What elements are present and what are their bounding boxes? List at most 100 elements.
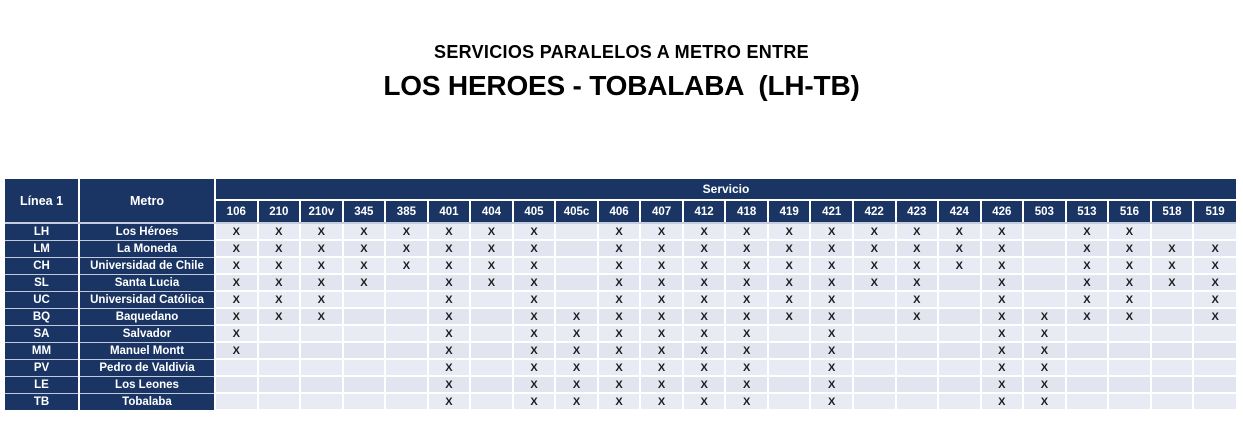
service-mark-cell: X (512, 257, 557, 275)
service-mark-cell: X (852, 240, 897, 258)
service-mark-cell: X (555, 393, 599, 411)
service-mark-cell (1065, 325, 1110, 343)
station-code: SA (5, 325, 80, 343)
service-mark-cell (852, 291, 897, 309)
service-column-header-210v: 210v (300, 200, 344, 224)
service-mark-cell (1150, 359, 1195, 377)
service-mark-cell: X (895, 223, 940, 241)
service-mark-cell: X (725, 308, 769, 326)
station-code: MM (5, 342, 80, 360)
service-mark-cell: X (640, 393, 684, 411)
service-column-header-406: 406 (597, 200, 642, 224)
service-mark-cell: X (342, 257, 387, 275)
service-mark-cell: X (725, 376, 769, 394)
service-mark-cell: X (810, 342, 854, 360)
service-mark-cell: X (682, 393, 727, 411)
service-mark-cell: X (725, 359, 769, 377)
service-mark-cell: X (980, 240, 1025, 258)
service-column-header-423: 423 (895, 200, 940, 224)
service-mark-cell: X (852, 274, 897, 292)
service-mark-cell: X (215, 240, 259, 258)
service-mark-cell (1065, 393, 1110, 411)
service-mark-cell: X (810, 308, 854, 326)
service-mark-cell (555, 257, 599, 275)
service-mark-cell (1193, 342, 1236, 360)
station-code: CH (5, 257, 80, 275)
service-mark-cell: X (597, 376, 642, 394)
service-mark-cell: X (895, 308, 940, 326)
service-mark-cell: X (767, 291, 812, 309)
service-mark-cell (938, 291, 982, 309)
service-mark-cell: X (1108, 240, 1152, 258)
service-mark-cell: X (682, 359, 727, 377)
service-mark-cell (1023, 257, 1067, 275)
service-mark-cell: X (597, 342, 642, 360)
service-mark-cell: X (640, 308, 684, 326)
service-mark-cell (1108, 325, 1152, 343)
service-mark-cell: X (640, 240, 684, 258)
service-mark-cell (1150, 376, 1195, 394)
service-mark-cell: X (810, 376, 854, 394)
table-row-LM: LM La Moneda X X X X X X X X X X X X X X X X X X X X X X (5, 240, 1236, 258)
service-mark-cell: X (852, 223, 897, 241)
service-column-header-519: 519 (1193, 200, 1236, 224)
service-mark-cell: X (1065, 257, 1110, 275)
service-mark-cell: X (512, 274, 557, 292)
station-name: Los Héroes (79, 223, 216, 241)
service-mark-cell: X (470, 274, 514, 292)
service-mark-cell: X (1193, 240, 1236, 258)
service-mark-cell (385, 274, 429, 292)
station-name: Salvador (79, 325, 216, 343)
service-column-header-516: 516 (1108, 200, 1152, 224)
service-mark-cell (1023, 291, 1067, 309)
service-mark-cell (895, 393, 940, 411)
station-code: LE (5, 376, 80, 394)
service-mark-cell: X (512, 240, 557, 258)
service-column-header-385: 385 (385, 200, 429, 224)
service-mark-cell: X (682, 274, 727, 292)
service-mark-cell: X (427, 223, 472, 241)
service-mark-cell (300, 342, 344, 360)
station-code: SL (5, 274, 80, 292)
service-mark-cell: X (342, 240, 387, 258)
col-group-header-servicio: Servicio (215, 179, 1236, 201)
service-mark-cell (300, 376, 344, 394)
station-code: LM (5, 240, 80, 258)
service-mark-cell: X (1108, 257, 1152, 275)
service-mark-cell (385, 393, 429, 411)
service-mark-cell (1150, 308, 1195, 326)
service-mark-cell: X (427, 393, 472, 411)
service-mark-cell: X (427, 342, 472, 360)
station-name: Pedro de Valdivia (79, 359, 216, 377)
service-mark-cell: X (215, 325, 259, 343)
service-mark-cell: X (300, 274, 344, 292)
service-mark-cell: X (980, 274, 1025, 292)
service-mark-cell: X (597, 274, 642, 292)
service-mark-cell: X (1065, 223, 1110, 241)
service-mark-cell: X (1150, 240, 1195, 258)
service-mark-cell (1065, 359, 1110, 377)
service-mark-cell: X (555, 325, 599, 343)
service-mark-cell: X (725, 325, 769, 343)
service-mark-cell: X (1065, 308, 1110, 326)
service-mark-cell (767, 376, 812, 394)
service-mark-cell: X (980, 291, 1025, 309)
table-row-SA: SA Salvador X X X X X X X X X X X (5, 325, 1236, 343)
service-mark-cell (342, 291, 387, 309)
service-mark-cell: X (938, 223, 982, 241)
service-mark-cell: X (640, 359, 684, 377)
service-mark-cell (1150, 223, 1195, 241)
service-mark-cell: X (767, 257, 812, 275)
service-mark-cell: X (682, 376, 727, 394)
service-mark-cell (342, 342, 387, 360)
service-mark-cell: X (938, 240, 982, 258)
service-mark-cell (767, 325, 812, 343)
service-mark-cell: X (385, 240, 429, 258)
service-mark-cell: X (810, 257, 854, 275)
service-mark-cell: X (980, 308, 1025, 326)
service-mark-cell (257, 359, 302, 377)
service-mark-cell: X (257, 308, 302, 326)
service-mark-cell (1108, 342, 1152, 360)
service-mark-cell (852, 342, 897, 360)
service-mark-cell (470, 393, 514, 411)
